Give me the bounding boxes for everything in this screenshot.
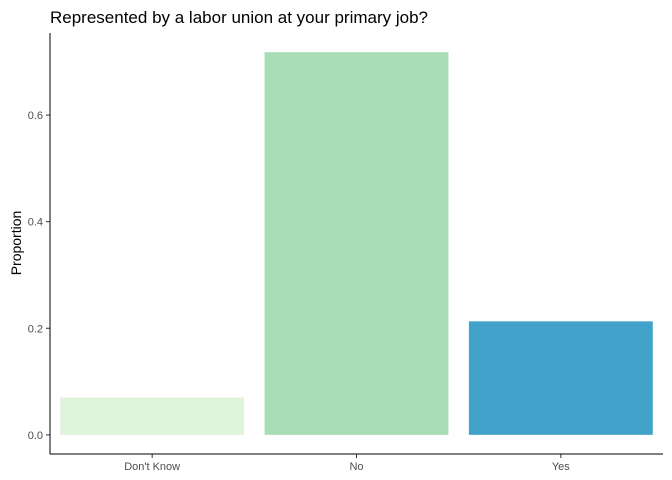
bar-no — [264, 52, 449, 435]
y-tick-label: 0.6 — [28, 110, 43, 122]
bar-don-t-know — [60, 397, 245, 435]
y-tick-label: 0.4 — [28, 217, 43, 229]
y-tick-label: 0.2 — [28, 323, 43, 335]
y-axis-title: Proportion — [8, 211, 24, 276]
bars-group — [60, 52, 653, 435]
x-tick-label: Yes — [552, 461, 570, 473]
x-tick-label: Don't Know — [124, 461, 180, 473]
bar-yes — [468, 321, 653, 435]
y-tick-label: 0.0 — [28, 430, 43, 442]
x-axis-ticks: Don't Know No Yes — [124, 454, 570, 473]
x-tick-label: No — [349, 461, 363, 473]
chart-title: Represented by a labor union at your pri… — [50, 8, 428, 27]
y-axis-ticks: 0.0 0.2 0.4 0.6 — [28, 110, 50, 442]
